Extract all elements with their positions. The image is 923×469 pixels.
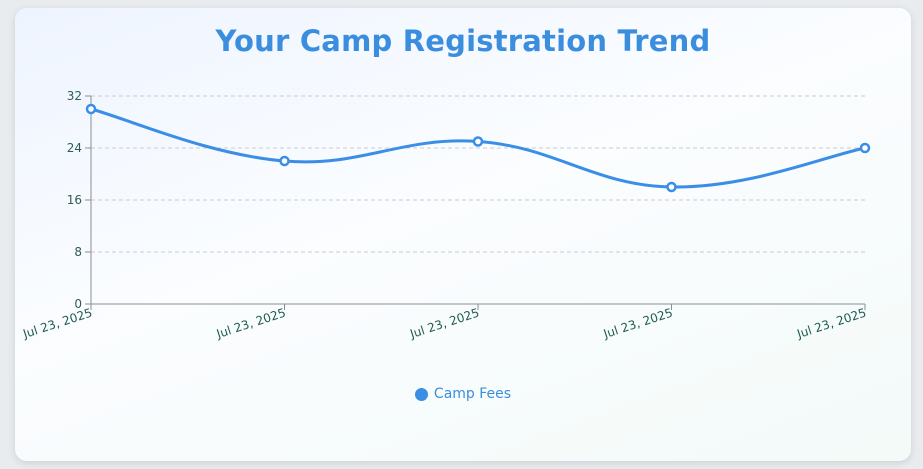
grid-lines [91, 95, 865, 253]
legend-label-camp-fees: Camp Fees [433, 386, 512, 402]
legend[interactable]: Camp Fees [15, 386, 911, 402]
chart-title: Your Camp Registration Trend [215, 24, 711, 58]
y-tick-label: 32 [67, 89, 82, 103]
y-tick-label: 24 [67, 141, 82, 155]
y-tick-label: 0 [74, 297, 82, 311]
data-points [85, 103, 871, 193]
x-tick-label: Jul 23, 2025 [794, 306, 868, 342]
data-point[interactable] [666, 181, 677, 193]
data-point[interactable] [859, 142, 871, 154]
data-point[interactable] [472, 136, 484, 147]
legend-swatch [414, 387, 428, 401]
y-axis-ticks: 0 8 16 24 32 [67, 89, 91, 311]
data-point[interactable] [279, 155, 290, 167]
y-tick-label: 16 [67, 193, 82, 207]
y-tick-label: 8 [74, 245, 82, 259]
x-tick-label: Jul 23, 2025 [214, 306, 288, 342]
x-tick-label: Jul 23, 2025 [20, 306, 94, 342]
x-tick-label: Jul 23, 2025 [407, 306, 481, 342]
x-tick-label: Jul 23, 2025 [601, 306, 675, 342]
data-point[interactable] [85, 103, 97, 115]
x-axis-ticks: Jul 23, 2025 Jul 23, 2025 Jul 23, 2025 Jul … [20, 304, 868, 341]
chart-card: Your Camp Registration Trend 0 8 16 24 32 Ju… [15, 8, 911, 461]
